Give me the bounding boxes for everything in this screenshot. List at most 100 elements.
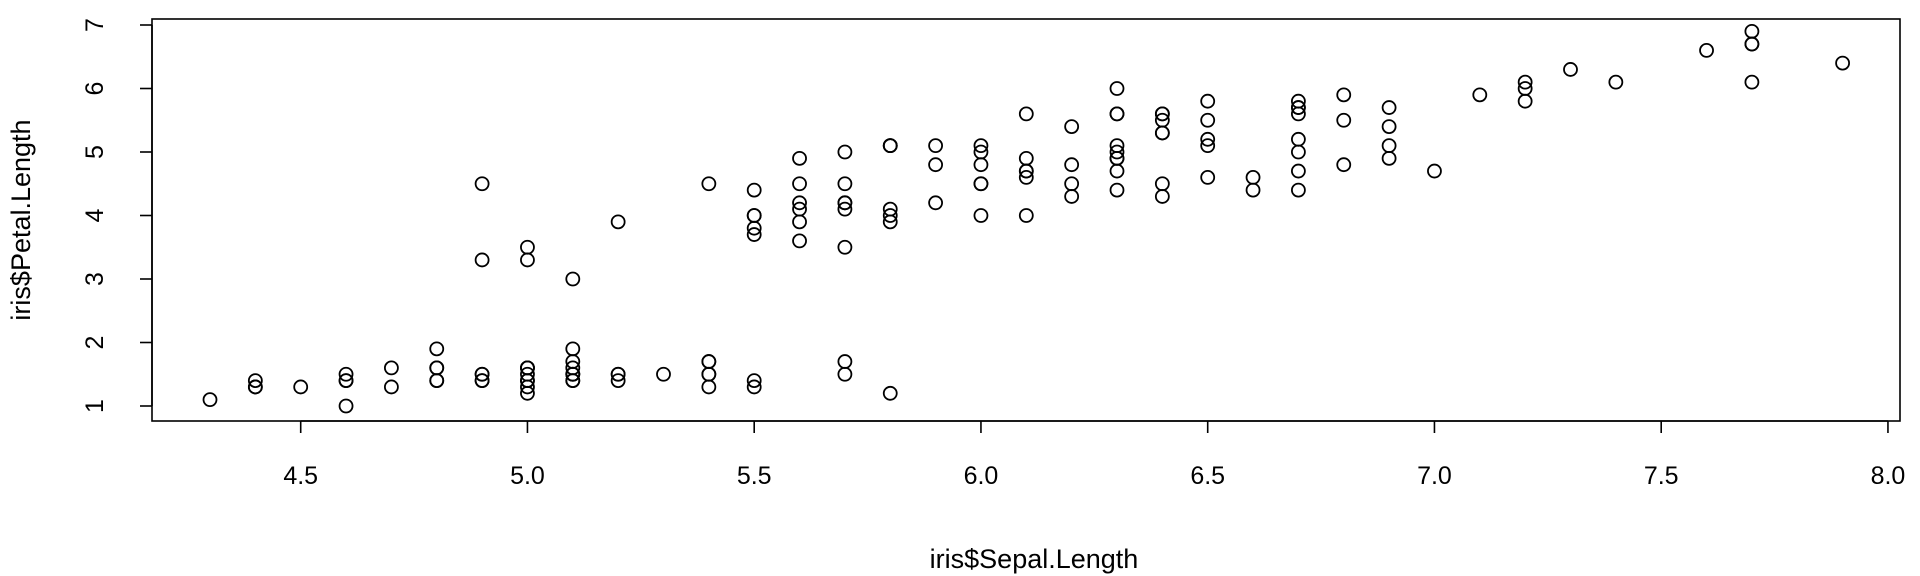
data-point <box>1291 163 1306 179</box>
y-tick-label: 5 <box>81 145 109 159</box>
data-point <box>1291 144 1306 160</box>
y-axis-title: iris$Petal.Length <box>6 119 36 320</box>
data-point <box>610 366 626 382</box>
data-point <box>1245 182 1261 198</box>
data-point <box>882 138 898 154</box>
x-tick-label: 6.5 <box>1190 462 1225 490</box>
x-axis: 4.5 5.0 5.5 6.0 6.5 7.0 7.5 8.0 <box>283 420 1906 490</box>
data-point <box>1154 125 1170 141</box>
x-tick-label: 8.0 <box>1871 462 1906 490</box>
data-point <box>1381 119 1397 134</box>
data-point <box>338 366 354 382</box>
data-point <box>610 214 626 230</box>
data-point <box>1744 36 1760 52</box>
data-point <box>792 195 807 211</box>
data-point <box>792 176 807 192</box>
y-tick-label: 6 <box>81 82 109 96</box>
data-point <box>1200 112 1216 128</box>
data-point <box>746 379 762 395</box>
data-point <box>837 144 853 160</box>
data-point <box>746 208 762 223</box>
x-tick-label: 5.5 <box>737 462 772 490</box>
data-point <box>1154 176 1170 192</box>
data-point <box>1018 208 1034 223</box>
data-point <box>429 341 445 357</box>
data-point <box>837 354 853 369</box>
data-point <box>792 214 807 230</box>
data-point <box>746 227 762 242</box>
data-point <box>383 379 399 395</box>
data-point <box>429 373 445 389</box>
data-point <box>1291 182 1306 198</box>
data-point <box>973 208 989 223</box>
data-point <box>520 379 535 395</box>
data-point <box>837 176 853 192</box>
x-axis-title: iris$Sepal.Length <box>930 544 1139 574</box>
data-point <box>928 195 943 211</box>
data-points <box>202 23 1850 414</box>
data-point <box>837 195 853 211</box>
data-point <box>1109 106 1125 122</box>
data-point <box>1018 169 1034 185</box>
data-point <box>520 239 535 255</box>
data-point <box>565 341 581 357</box>
data-point <box>656 366 671 382</box>
data-point <box>792 201 807 217</box>
data-point <box>1744 23 1760 39</box>
data-point <box>1291 106 1306 122</box>
data-point <box>1200 93 1216 109</box>
data-point <box>792 233 807 249</box>
data-point <box>882 385 898 401</box>
data-point <box>1563 62 1578 77</box>
data-point <box>1291 100 1306 115</box>
data-point <box>1517 74 1533 90</box>
data-point <box>1381 100 1397 115</box>
y-tick-label: 4 <box>81 208 109 222</box>
y-axis: 1 2 3 4 5 6 7 <box>81 18 153 413</box>
data-point <box>701 354 717 369</box>
data-point <box>701 366 717 382</box>
data-point <box>1064 189 1080 204</box>
data-point <box>1744 74 1760 90</box>
data-point <box>1154 112 1170 128</box>
data-point <box>1064 157 1080 173</box>
data-point <box>565 271 581 287</box>
data-point <box>429 360 445 376</box>
data-point <box>928 138 943 154</box>
data-point <box>701 176 717 192</box>
data-point <box>383 360 399 376</box>
data-point <box>837 201 853 217</box>
data-point <box>746 182 762 198</box>
data-point <box>882 208 898 223</box>
data-point <box>1109 144 1125 160</box>
data-point <box>1608 74 1624 90</box>
data-point <box>1200 131 1216 147</box>
data-point <box>1200 169 1216 185</box>
y-tick-label: 7 <box>81 18 109 32</box>
data-point <box>1427 163 1442 179</box>
data-point <box>338 398 354 414</box>
data-point <box>1835 55 1850 71</box>
data-point <box>565 366 581 382</box>
data-point <box>1109 138 1125 154</box>
data-point <box>520 252 535 268</box>
data-point <box>792 150 807 166</box>
data-point <box>1154 189 1170 204</box>
x-tick-label: 6.0 <box>964 462 999 490</box>
data-point <box>202 392 218 408</box>
data-point <box>973 176 989 192</box>
data-point <box>1336 112 1352 128</box>
data-point <box>746 373 762 389</box>
data-point <box>610 373 626 389</box>
data-point <box>474 366 490 382</box>
data-point <box>1109 81 1125 96</box>
data-point <box>565 360 581 376</box>
data-point <box>247 373 263 389</box>
data-point <box>1336 157 1352 173</box>
data-point <box>882 214 898 230</box>
data-point <box>1517 93 1533 109</box>
data-point <box>1064 176 1080 192</box>
x-tick-label: 7.0 <box>1417 462 1452 490</box>
data-point <box>1381 150 1397 166</box>
